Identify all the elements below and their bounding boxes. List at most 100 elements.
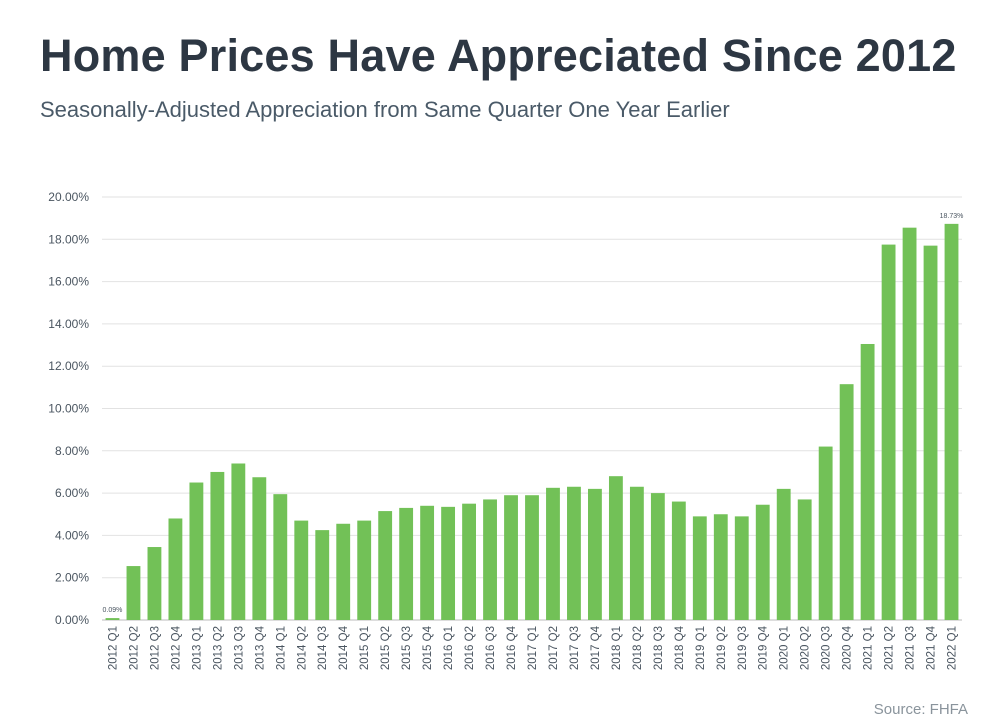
x-tick-label: 2020 Q3: [821, 626, 833, 670]
bar: [294, 520, 309, 620]
y-tick-label: 10.00%: [48, 402, 89, 416]
x-tick-label: 2013 Q3: [233, 626, 245, 670]
bar: [168, 518, 183, 620]
bar: [441, 506, 456, 620]
bar: [273, 494, 288, 620]
y-tick-label: 2.00%: [55, 571, 89, 585]
bar: [902, 227, 917, 621]
y-tick-label: 8.00%: [55, 444, 89, 458]
x-tick-label: 2017 Q3: [569, 626, 581, 670]
x-tick-label: 2013 Q4: [254, 625, 266, 670]
bar: [713, 514, 728, 620]
gridlines: [102, 196, 962, 621]
bar: [399, 507, 414, 620]
bar: [231, 463, 246, 620]
x-tick-label: 2012 Q4: [170, 625, 182, 670]
bar: [839, 384, 854, 620]
bar: [776, 488, 791, 620]
y-tick-label: 0.00%: [55, 613, 89, 627]
x-tick-label: 2017 Q1: [527, 626, 539, 670]
y-tick-label: 12.00%: [48, 359, 89, 373]
x-tick-label: 2018 Q2: [632, 626, 644, 670]
bar: [629, 486, 644, 620]
y-tick-label: 16.00%: [48, 275, 89, 289]
y-tick-label: 20.00%: [48, 190, 89, 204]
bar: [525, 495, 539, 620]
x-tick-label: 2021 Q2: [884, 626, 896, 670]
x-tick-label: 2018 Q3: [653, 626, 665, 670]
x-tick-label: 2019 Q1: [695, 626, 707, 670]
x-tick-label: 2019 Q4: [758, 625, 770, 670]
x-tick-label: 2020 Q4: [842, 625, 854, 670]
bar: [546, 487, 560, 620]
x-tick-label: 2014 Q2: [296, 626, 308, 670]
x-tick-label: 2015 Q3: [401, 626, 413, 670]
x-tick-label: 2012 Q2: [128, 626, 140, 670]
x-tick-label: 2020 Q1: [779, 626, 791, 670]
y-tick-label: 14.00%: [48, 317, 89, 331]
x-axis-ticks: 2012 Q1 2012 Q2 2012 Q3 2012 Q4 2013 Q1 2013 …: [107, 625, 958, 670]
bar: [483, 499, 497, 620]
bar: [608, 476, 623, 620]
bar: [923, 245, 938, 620]
chart-title: Home Prices Have Appreciated Since 2012: [40, 30, 957, 81]
x-tick-label: 2021 Q4: [926, 625, 938, 670]
data-labels: 0.09% 18.73%: [103, 213, 964, 614]
x-tick-label: 2016 Q3: [485, 626, 497, 670]
bar: [336, 523, 351, 620]
y-tick-label: 6.00%: [55, 486, 89, 500]
bar: [357, 520, 372, 620]
x-tick-label: 2016 Q1: [443, 626, 455, 670]
x-tick-label: 2012 Q1: [107, 626, 119, 670]
x-tick-label: 2015 Q4: [422, 625, 434, 670]
x-tick-label: 2021 Q1: [863, 626, 875, 670]
y-tick-label: 18.00%: [48, 232, 89, 246]
bar: [378, 511, 393, 620]
bar: [588, 488, 602, 620]
x-tick-label: 2014 Q1: [275, 626, 287, 670]
y-tick-label: 4.00%: [55, 528, 89, 542]
x-tick-label: 2017 Q4: [590, 625, 602, 670]
bar: [147, 547, 162, 620]
source-note: Source: FHFA: [873, 701, 968, 718]
x-tick-label: 2017 Q2: [548, 626, 560, 670]
bar: [462, 503, 476, 620]
x-tick-label: 2020 Q2: [800, 626, 812, 670]
bar: [567, 486, 581, 620]
bar: [315, 530, 330, 620]
bar: [252, 477, 267, 620]
bar: [755, 504, 770, 620]
bar: [671, 501, 686, 620]
x-tick-label: 2016 Q2: [464, 626, 476, 670]
bar: [210, 471, 225, 620]
data-label: 18.73%: [940, 213, 964, 220]
x-tick-label: 2014 Q4: [338, 625, 350, 670]
y-axis-ticks: 0.00% 2.00% 4.00% 6.00% 8.00% 10.00% 12.00% 14.…: [48, 190, 89, 627]
bar: [105, 618, 120, 620]
x-tick-label: 2015 Q2: [380, 626, 392, 670]
x-tick-label: 2021 Q3: [905, 626, 917, 670]
x-tick-label: 2018 Q1: [611, 626, 623, 670]
x-tick-label: 2012 Q3: [149, 626, 161, 670]
x-tick-label: 2019 Q3: [737, 626, 749, 670]
bar: [860, 343, 875, 620]
data-label: 0.09%: [103, 607, 123, 614]
bar: [650, 493, 665, 620]
bar: [734, 516, 749, 620]
bar: [504, 495, 518, 620]
bar: [881, 244, 896, 620]
x-tick-label: 2014 Q3: [317, 626, 329, 670]
bar: [420, 505, 435, 620]
x-tick-label: 2016 Q4: [506, 625, 518, 670]
bar: [818, 446, 833, 620]
bars: [105, 223, 959, 621]
bar: [944, 223, 959, 620]
x-tick-label: 2015 Q1: [359, 626, 371, 670]
x-tick-label: 2022 Q1: [947, 626, 959, 670]
x-tick-label: 2013 Q1: [191, 626, 203, 670]
x-tick-label: 2013 Q2: [212, 626, 224, 670]
bar: [126, 566, 141, 620]
bar: [189, 482, 204, 620]
x-tick-label: 2018 Q4: [674, 625, 686, 670]
